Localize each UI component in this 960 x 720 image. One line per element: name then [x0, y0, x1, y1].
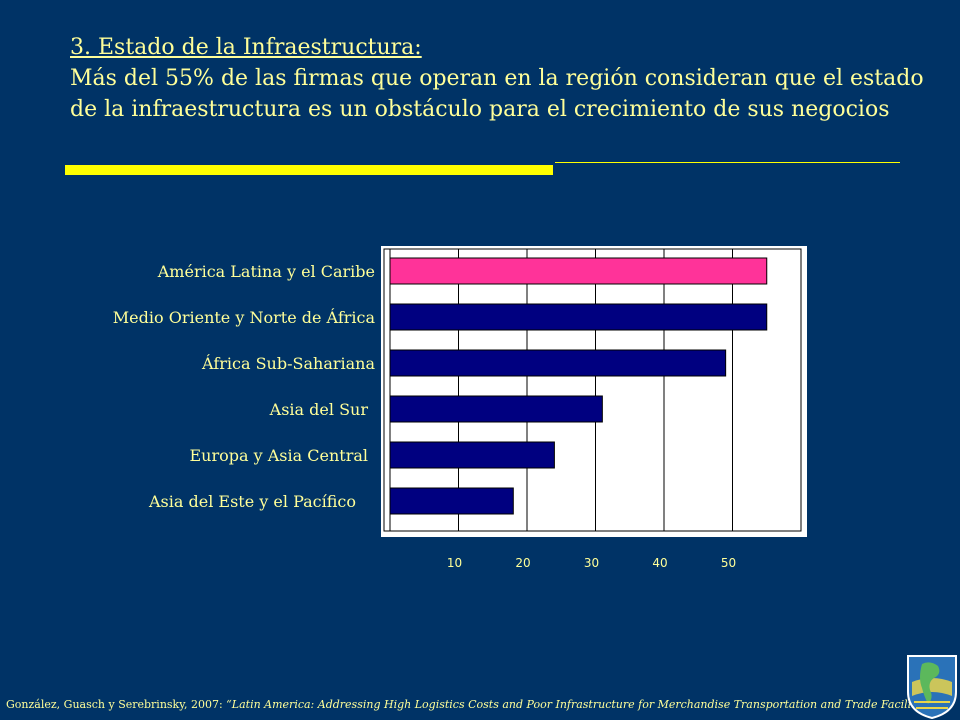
category-label-1: Medio Oriente y Norte de África [113, 307, 376, 327]
plot-area-inner [383, 248, 802, 532]
bar-1 [389, 303, 768, 331]
bar-chart: América Latina y el Caribe Medio Oriente … [113, 246, 807, 570]
x-tick-label-40: 40 [652, 556, 667, 570]
category-label-4: Europa y Asia Central [189, 446, 368, 465]
x-tick-label-50: 50 [721, 556, 736, 570]
x-tick-label-10: 10 [447, 556, 462, 570]
category-label-0: América Latina y el Caribe [157, 262, 375, 281]
x-tick-label-30: 30 [584, 556, 599, 570]
bar-3 [389, 395, 603, 423]
slide-title: 3. Estado de la Infraestructura: Más del… [70, 32, 930, 125]
x-tick-labels: 10 20 30 40 50 [447, 556, 736, 570]
footnote-work-title: “Latin America: Addressing High Logistic… [226, 698, 946, 711]
category-label-3: Asia del Sur [269, 400, 369, 419]
header-thick-rule [65, 165, 553, 175]
category-label-2: África Sub-Sahariana [201, 353, 375, 373]
footnote-authors: González, Guasch y Serebrinsky, 2007: [6, 698, 227, 711]
section-heading: 3. Estado de la Infraestructura: [70, 35, 422, 60]
chart-bars [389, 257, 768, 515]
headline-text: Más del 55% de las firmas que operan en … [70, 66, 924, 122]
header-thin-rule [555, 162, 900, 163]
bar-5 [389, 487, 514, 515]
bar-0 [389, 257, 768, 285]
category-labels: América Latina y el Caribe Medio Oriente … [113, 262, 376, 511]
americas-globe-logo-icon [907, 655, 957, 720]
x-tick-label-20: 20 [515, 556, 530, 570]
bar-4 [389, 441, 555, 469]
source-footnote: González, Guasch y Serebrinsky, 2007: “L… [6, 698, 946, 711]
category-label-5: Asia del Este y el Pacífico [148, 492, 356, 511]
bar-2 [389, 349, 727, 377]
chart-gridlines [389, 249, 733, 531]
